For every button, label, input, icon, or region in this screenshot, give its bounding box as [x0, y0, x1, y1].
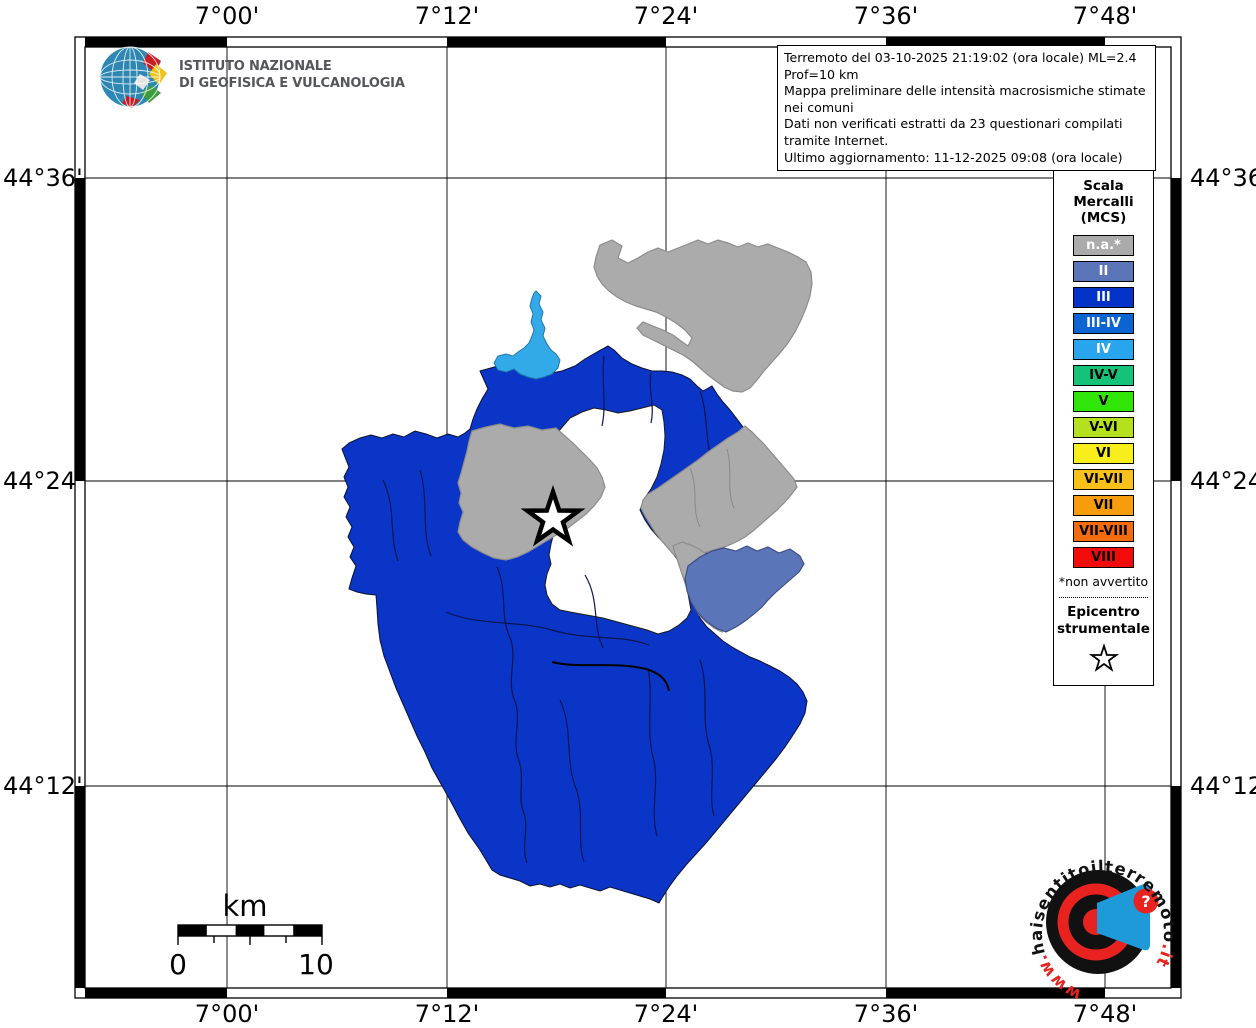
ingv-name-line2: DI GEOFISICA E VULCANOLOGIA [179, 76, 405, 91]
x-tick-label: 7°24' [633, 1000, 699, 1028]
legend-item-na: n.a.* [1073, 235, 1134, 256]
scale-bar-min: 0 [169, 948, 187, 981]
ingv-wordmark: ISTITUTO NAZIONALE DI GEOFISICA E VULCAN… [170, 58, 405, 92]
municipality-regions [341, 239, 813, 904]
x-tick-label: 7°48' [1072, 2, 1138, 30]
scale-bar-max: 10 [298, 948, 334, 981]
y-tick-label: 44°24' [3, 467, 83, 495]
x-tick-label: 7°48' [1072, 1000, 1138, 1028]
info-line-map-type: Mappa preliminare delle intensità macros… [784, 83, 1146, 115]
x-tick-label: 7°12' [414, 1000, 480, 1028]
y-tick-label: 44°12' [1190, 772, 1256, 800]
region-intensity-ii [684, 545, 805, 633]
y-tick-label: 44°12' [3, 772, 83, 800]
legend-item-vii: VII [1073, 495, 1134, 516]
legend-item-vi-vii: VI-VII [1073, 469, 1134, 490]
legend-item-iii-iv: III-IV [1073, 313, 1134, 334]
scale-bar: km 0 10 [169, 889, 334, 981]
region-na-east [640, 425, 798, 565]
legend-box: Scala Mercalli (MCS) n.a.* II III III-IV… [1053, 170, 1154, 686]
epicenter-star-icon [520, 484, 586, 547]
na-internal-borders [689, 448, 735, 528]
legend-item-ii: II [1073, 261, 1134, 282]
ingv-name-line1: ISTITUTO NAZIONALE [179, 59, 332, 74]
legend-item-v-vi: V-VI [1073, 417, 1134, 438]
legend-item-viii: VIII [1073, 547, 1134, 568]
legend-divider [1059, 597, 1148, 598]
x-tick-label: 7°36' [853, 1000, 919, 1028]
legend-item-iv: IV [1073, 339, 1134, 360]
y-tick-label: 44°24' [1190, 467, 1256, 495]
y-tick-label: 44°36' [1190, 164, 1256, 192]
earthquake-info-box: Terremoto del 03-10-2025 21:19:02 (ora l… [777, 45, 1156, 172]
region-na-north [593, 239, 813, 393]
x-tick-label: 7°00' [194, 2, 260, 30]
legend-item-vi: VI [1073, 443, 1134, 464]
ingv-globe-icon [99, 46, 167, 108]
legend-item-iii: III [1073, 287, 1134, 308]
haisentito-logo: ? haisentitoilterremoto .it www. [1027, 857, 1178, 1004]
question-mark-icon: ? [1141, 892, 1150, 911]
legend-footnote: *non avvertito [1058, 574, 1149, 589]
lake [493, 290, 561, 380]
legend-epicenter-label: Epicentro strumentale [1057, 604, 1150, 637]
legend-epicenter-star [1054, 643, 1153, 677]
info-line-updated: Ultimo aggiornamento: 11-12-2025 09:08 (… [784, 149, 1123, 165]
legend-swatches: n.a.* II III III-IV IV IV-V V V-VI VI VI… [1054, 235, 1153, 568]
region-na-epicentre [457, 423, 606, 561]
x-tick-label: 7°00' [194, 1000, 260, 1028]
legend-title: Scala Mercalli (MCS) [1073, 178, 1134, 226]
scale-bar-unit: km [222, 889, 267, 923]
x-tick-label: 7°12' [414, 2, 480, 30]
legend-item-vii-viii: VII-VIII [1073, 521, 1134, 542]
map-frame [74, 36, 1182, 999]
x-tick-label: 7°36' [853, 2, 919, 30]
legend-item-iv-v: IV-V [1073, 365, 1134, 386]
y-tick-label: 44°36' [3, 164, 83, 192]
legend-item-v: V [1073, 391, 1134, 412]
x-tick-label: 7°24' [633, 2, 699, 30]
info-line-questionnaires: Dati non verificati estratti da 23 quest… [784, 116, 1123, 148]
star-icon [1088, 643, 1119, 672]
info-line-event: Terremoto del 03-10-2025 21:19:02 (ora l… [784, 50, 1137, 82]
